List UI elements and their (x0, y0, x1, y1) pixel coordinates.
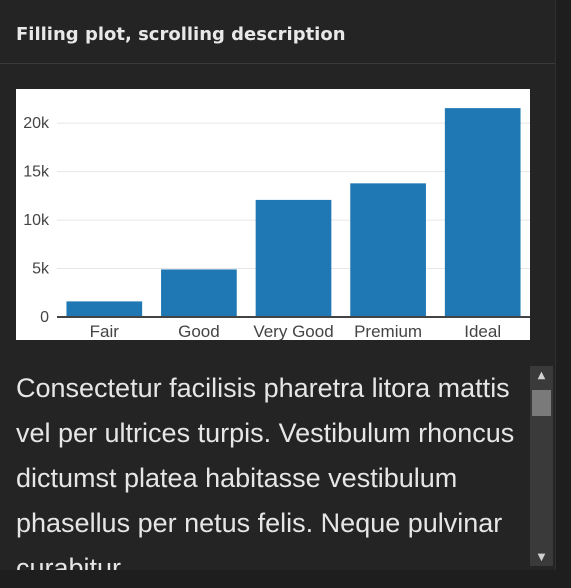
bar (66, 301, 143, 317)
card-title: Filling plot, scrolling description (16, 24, 346, 45)
x-tick-label: Premium (354, 322, 422, 340)
description-scroll-area[interactable]: Consectetur facilisis pharetra litora ma… (16, 366, 524, 570)
triangle-up-icon[interactable]: ▲ (537, 369, 546, 381)
bar-chart: 0 5k 10k 15k 20k Fair Good Very Good Premium Idea… (16, 89, 530, 340)
bar (161, 269, 237, 317)
description-text: Consectetur facilisis pharetra litora ma… (16, 373, 515, 570)
card-header: Filling plot, scrolling description (0, 0, 555, 64)
bar-chart-svg: 0 5k 10k 15k 20k Fair Good Very Good Premium Idea… (23, 108, 530, 340)
y-tick-label: 15k (23, 164, 50, 181)
y-tick-label: 10k (23, 212, 50, 229)
bar (444, 108, 521, 317)
bar (255, 199, 332, 317)
description-scrollbar[interactable]: ▲ ▼ (530, 366, 553, 566)
scrollbar-thumb[interactable] (532, 390, 551, 416)
x-tick-label: Ideal (464, 322, 501, 340)
y-tick-label: 0 (40, 309, 49, 326)
bar (350, 183, 426, 317)
y-tick-label: 20k (23, 115, 50, 132)
y-tick-label: 5k (32, 261, 50, 278)
bottom-strip (0, 570, 571, 588)
triangle-down-icon[interactable]: ▼ (537, 551, 546, 563)
plot-card: Filling plot, scrolling description 0 5k 1… (0, 0, 556, 570)
x-tick-label: Fair (90, 322, 120, 340)
x-tick-label: Very Good (253, 322, 333, 340)
x-tick-label: Good (178, 322, 220, 340)
